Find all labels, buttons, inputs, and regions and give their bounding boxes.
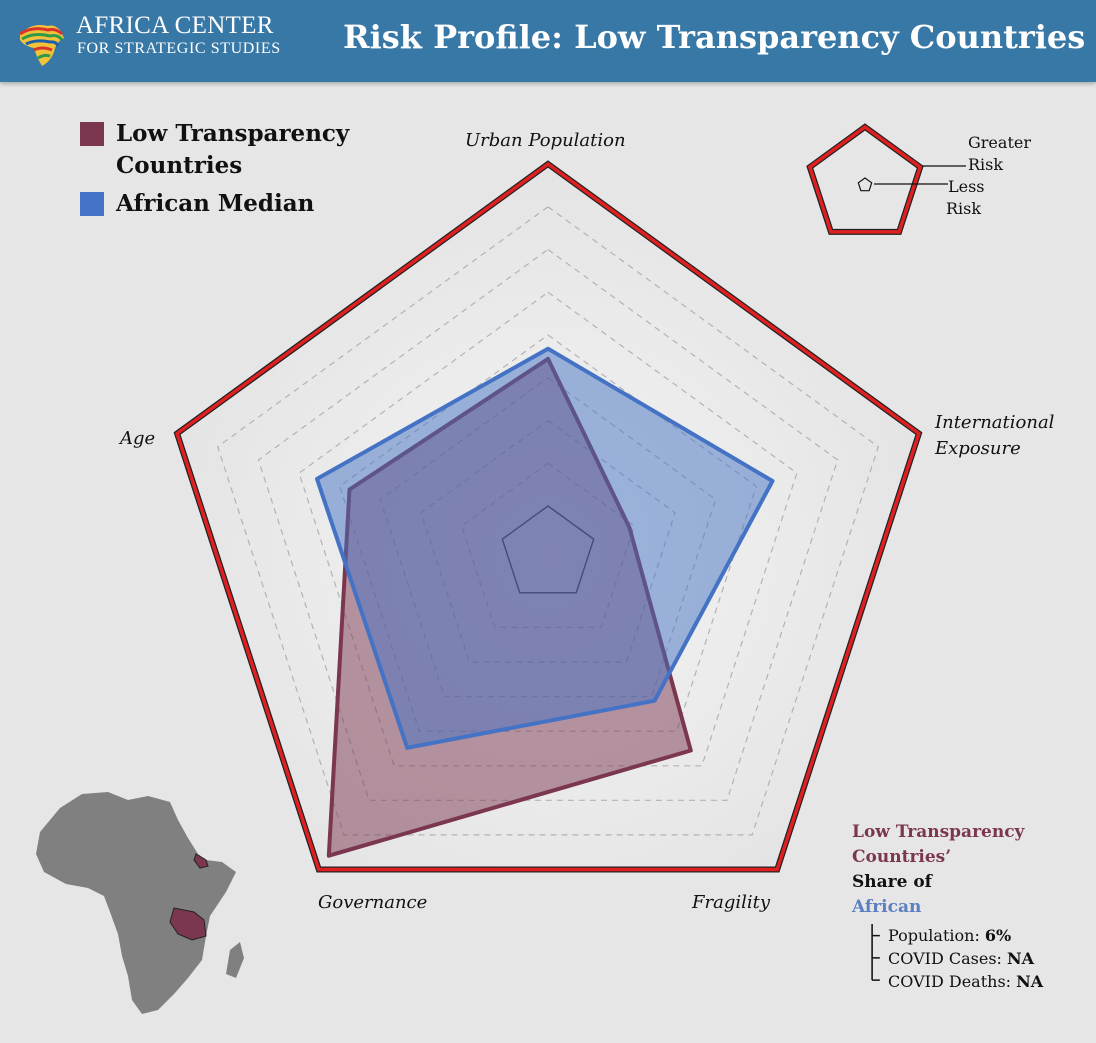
stat-label: Population: xyxy=(888,926,980,945)
axis-label-age: Age xyxy=(120,426,155,452)
axis-label-text: Age xyxy=(120,428,156,449)
highlight-central-region xyxy=(169,907,207,941)
legend-swatch-african-median xyxy=(80,192,104,216)
axis-label-text: International xyxy=(935,412,1055,433)
axis-label-text: Governance xyxy=(318,892,428,913)
share-title-line4: African xyxy=(852,897,922,917)
logo-name: AFRICA CENTER xyxy=(76,12,274,39)
legend-item-low-transparency: Low Transparency Countries xyxy=(80,118,349,182)
header-banner: AFRICA CENTER FOR STRATEGIC STUDIES Risk… xyxy=(0,0,1096,82)
key-greater-risk-pentagon xyxy=(807,124,923,234)
legend-label-line2: Countries xyxy=(116,152,243,179)
legend-item-african-median: African Median xyxy=(80,188,349,220)
axis-label-governance: Governance xyxy=(318,890,427,916)
key-less-risk: Less Risk xyxy=(946,176,985,220)
population-share-title: Low Transparency Countries’ Share of Afr… xyxy=(852,820,1024,920)
share-title-line3: Share of xyxy=(852,872,932,892)
share-title-line2: Countries’ xyxy=(852,847,952,867)
share-title-line1: Low Transparency xyxy=(852,822,1025,842)
madagascar-shape xyxy=(226,942,244,978)
series-african-median xyxy=(315,346,775,750)
risk-key xyxy=(806,123,966,235)
axis-label-text: Fragility xyxy=(692,892,771,913)
page-title: Risk Profile: Low Transparency Countries xyxy=(343,18,1086,56)
key-greater-line2: Risk xyxy=(968,155,1004,174)
logo-subtitle: FOR STRATEGIC STUDIES xyxy=(77,40,281,57)
axis-label-fragility: Fragility xyxy=(692,890,770,916)
stat-label: COVID Deaths: xyxy=(888,972,1012,991)
stats-bracket xyxy=(871,924,880,981)
key-greater-line1: Greater xyxy=(968,133,1031,152)
legend: Low Transparency Countries African Media… xyxy=(80,118,349,220)
axis-label-text: Urban Population xyxy=(465,130,626,151)
axis-label-international-exposure: International Exposure xyxy=(935,410,1054,462)
key-greater-risk: Greater Risk xyxy=(968,132,1031,176)
africa-logo-icon xyxy=(19,25,64,66)
radar-grid-ring xyxy=(257,248,839,801)
stat-population: Population: 6% xyxy=(868,924,1078,947)
legend-label: African Median xyxy=(116,190,315,217)
stat-value: NA xyxy=(1007,949,1035,968)
radar-outer-ring xyxy=(175,161,921,872)
legend-label-line1: Low Transparency xyxy=(116,120,350,147)
stat-covid-deaths: COVID Deaths: NA xyxy=(868,970,1078,993)
radar-series xyxy=(315,346,775,858)
stat-value: NA xyxy=(1016,972,1044,991)
africa-map-icon xyxy=(36,792,244,1014)
stat-value: 6% xyxy=(984,926,1012,945)
key-less-line2: Risk xyxy=(946,199,982,218)
axis-label-text: Exposure xyxy=(935,438,1021,459)
key-less-risk-pentagon xyxy=(857,177,873,192)
africa-continent-shape xyxy=(36,792,236,1014)
legend-swatch-low-transparency xyxy=(80,122,104,146)
key-less-line1: Less xyxy=(948,177,985,196)
radar-grid-ring xyxy=(298,291,798,767)
stat-label: COVID Cases: xyxy=(888,949,1002,968)
highlight-east-region xyxy=(193,853,209,869)
share-stats: Population: 6% COVID Cases: NA COVID Dea… xyxy=(868,924,1078,993)
stat-covid-cases: COVID Cases: NA xyxy=(868,947,1078,970)
axis-label-urban-population: Urban Population xyxy=(465,128,626,154)
